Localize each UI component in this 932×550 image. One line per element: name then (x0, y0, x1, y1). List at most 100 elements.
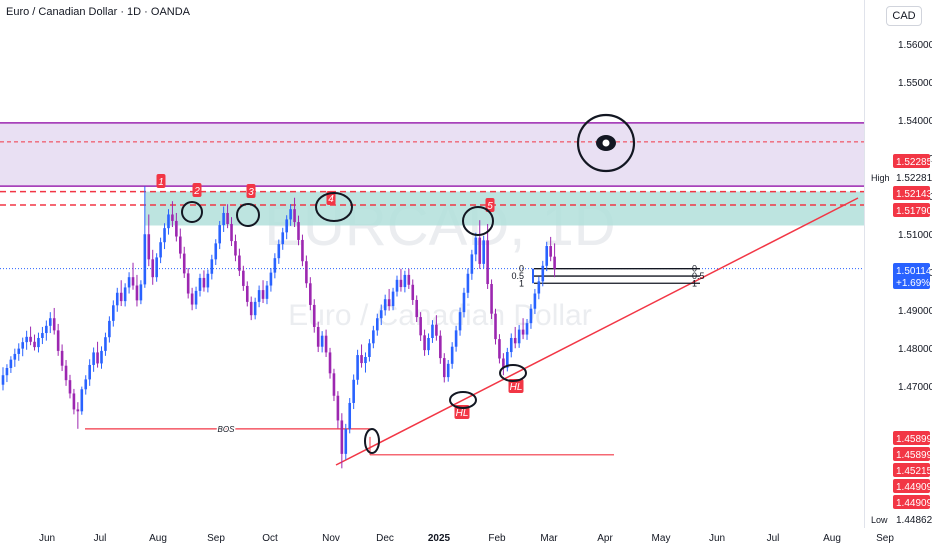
candle-body-63[interactable] (249, 301, 253, 316)
candle-body-121[interactable] (478, 237, 482, 264)
candle-body-81[interactable] (320, 335, 324, 347)
candle-body-32[interactable] (127, 277, 131, 288)
candle-body-68[interactable] (269, 272, 273, 286)
candle-body-79[interactable] (312, 304, 316, 327)
candle-body-12[interactable] (48, 318, 52, 326)
candle-body-86[interactable] (340, 420, 344, 454)
candle-body-112[interactable] (442, 358, 446, 378)
candle-body-126[interactable] (498, 339, 501, 359)
candle-body-43[interactable] (171, 214, 174, 221)
candle-body-70[interactable] (277, 244, 281, 259)
candle-body-51[interactable] (202, 277, 206, 288)
candle-body-42[interactable] (167, 214, 170, 229)
candle-body-113[interactable] (446, 363, 450, 378)
candle-body-98[interactable] (387, 299, 391, 307)
candle-body-64[interactable] (253, 301, 257, 316)
candle-body-80[interactable] (316, 326, 320, 347)
candle-body-45[interactable] (179, 236, 182, 254)
candle-body-108[interactable] (427, 337, 430, 351)
candle-body-62[interactable] (245, 285, 249, 302)
candle-body-28[interactable] (112, 305, 115, 321)
candle-body-50[interactable] (198, 277, 202, 291)
candle-body-93[interactable] (368, 343, 371, 357)
currency-button[interactable]: CAD (886, 6, 922, 26)
candle-body-35[interactable] (139, 284, 143, 301)
candle-body-9[interactable] (37, 337, 40, 348)
candle-body-4[interactable] (17, 348, 21, 354)
candle-body-120[interactable] (474, 237, 478, 255)
candle-body-107[interactable] (423, 335, 426, 351)
candle-body-106[interactable] (419, 317, 422, 336)
candle-body-132[interactable] (521, 329, 525, 335)
candle-body-17[interactable] (68, 380, 72, 394)
candle-body-125[interactable] (494, 313, 497, 340)
candle-body-72[interactable] (285, 219, 288, 233)
candle-body-65[interactable] (257, 290, 261, 302)
candle-body-111[interactable] (439, 335, 442, 359)
candle-body-22[interactable] (88, 364, 91, 380)
candle-body-27[interactable] (108, 320, 111, 338)
candle-body-139[interactable] (549, 246, 552, 257)
candle-body-131[interactable] (517, 329, 521, 344)
candle-body-21[interactable] (84, 379, 88, 390)
candle-body-73[interactable] (289, 209, 292, 220)
candle-body-124[interactable] (490, 284, 493, 314)
candle-body-95[interactable] (376, 318, 379, 331)
candle-body-97[interactable] (383, 299, 387, 311)
candle-body-123[interactable] (486, 240, 489, 285)
candle-body-118[interactable] (466, 273, 470, 293)
candle-body-101[interactable] (399, 279, 403, 288)
candle-body-34[interactable] (135, 285, 139, 301)
candle-body-110[interactable] (435, 324, 438, 336)
candle-body-1[interactable] (5, 368, 9, 376)
candle-body-136[interactable] (537, 281, 541, 294)
candle-body-69[interactable] (273, 258, 277, 273)
candle-body-84[interactable] (332, 373, 336, 396)
candle-body-60[interactable] (238, 255, 241, 271)
candle-body-29[interactable] (115, 292, 119, 306)
candle-body-99[interactable] (391, 291, 395, 307)
candle-body-52[interactable] (206, 273, 210, 288)
candle-body-102[interactable] (403, 274, 407, 288)
candle-body-66[interactable] (261, 290, 265, 299)
candle-body-24[interactable] (96, 352, 99, 364)
candle-body-36[interactable] (143, 234, 147, 285)
candle-body-38[interactable] (151, 259, 155, 278)
candle-body-137[interactable] (541, 265, 545, 282)
candle-body-67[interactable] (265, 285, 269, 299)
candle-body-58[interactable] (230, 223, 233, 242)
candle-body-13[interactable] (52, 318, 56, 331)
candle-body-78[interactable] (309, 283, 312, 305)
candle-body-117[interactable] (462, 292, 466, 313)
candle-body-41[interactable] (163, 228, 166, 243)
candle-body-61[interactable] (242, 270, 245, 286)
candle-body-74[interactable] (293, 209, 296, 223)
candle-body-5[interactable] (21, 342, 24, 349)
candle-body-16[interactable] (64, 365, 68, 381)
candle-body-10[interactable] (41, 333, 44, 338)
candle-body-119[interactable] (470, 254, 474, 274)
candle-body-75[interactable] (297, 222, 300, 240)
candle-body-53[interactable] (210, 259, 214, 274)
candle-body-130[interactable] (513, 337, 517, 344)
candle-body-26[interactable] (104, 337, 107, 351)
candle-body-114[interactable] (450, 346, 454, 364)
candle-body-56[interactable] (222, 212, 225, 226)
candle-body-92[interactable] (364, 356, 367, 364)
candle-body-30[interactable] (119, 292, 123, 302)
candle-body-129[interactable] (509, 337, 513, 353)
candle-body-47[interactable] (186, 273, 190, 294)
candle-body-100[interactable] (395, 279, 399, 292)
candle-body-83[interactable] (328, 352, 332, 374)
candle-body-25[interactable] (100, 350, 103, 364)
candle-body-105[interactable] (415, 299, 418, 318)
candle-body-90[interactable] (356, 355, 359, 380)
candle-body-85[interactable] (336, 395, 340, 421)
candle-body-6[interactable] (25, 336, 28, 343)
candle-body-48[interactable] (190, 293, 194, 305)
candle-body-88[interactable] (348, 402, 352, 430)
candle-body-116[interactable] (458, 312, 462, 331)
candle-body-8[interactable] (33, 341, 36, 348)
candle-body-18[interactable] (72, 393, 76, 410)
